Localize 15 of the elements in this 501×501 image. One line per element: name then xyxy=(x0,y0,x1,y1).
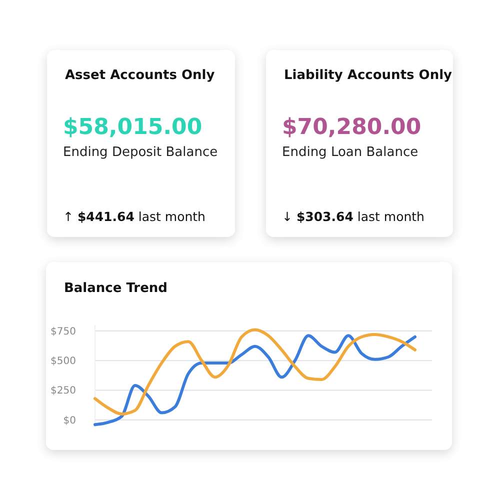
text: Ending Loan Balance xyxy=(282,145,418,160)
text: $70,280.00 xyxy=(282,115,422,140)
text: Asset Accounts Only xyxy=(65,68,216,83)
y-tick-label: $0 xyxy=(63,415,76,426)
y-tick-label: $500 xyxy=(50,356,76,368)
text: ↑ $441.64 last month xyxy=(63,209,206,224)
line-series xyxy=(94,334,416,426)
text: Ending Deposit Balance xyxy=(63,145,218,160)
line-series xyxy=(94,328,416,416)
text: Liability Accounts Only xyxy=(284,68,453,83)
text: $58,015.00 xyxy=(63,115,202,140)
y-tick-label: $250 xyxy=(50,386,76,397)
chart-title: Balance Trend xyxy=(64,281,168,296)
y-tick-label: $750 xyxy=(50,326,76,338)
text: ↓ $303.64 last month xyxy=(282,209,424,224)
